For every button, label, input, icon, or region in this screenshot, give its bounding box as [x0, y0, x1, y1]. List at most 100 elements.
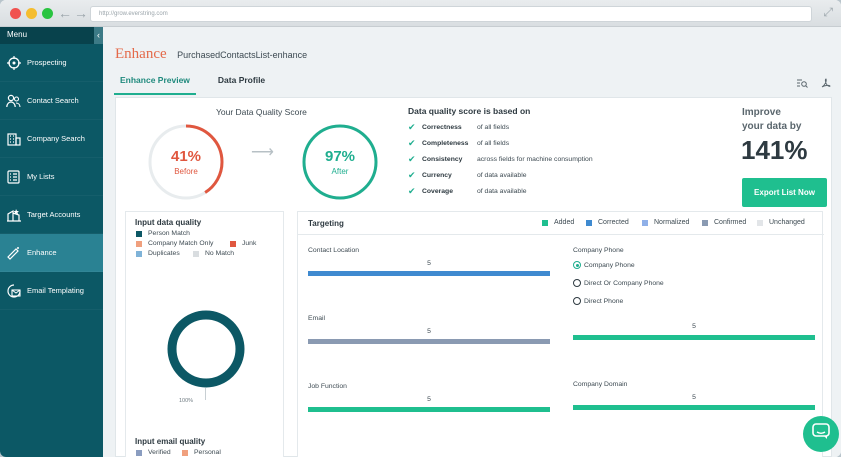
sidebar-item-contact-search[interactable]: Contact Search	[0, 82, 103, 120]
improve-heading: Improve your data by	[742, 106, 801, 134]
sidebar-item-label: Prospecting	[27, 58, 67, 67]
field-company-domain-bar	[573, 405, 815, 410]
legend-confirmed: Confirmed	[702, 219, 746, 226]
sidebar-item-label: Company Search	[27, 134, 85, 143]
legend-no-match: No Match	[193, 250, 234, 257]
sidebar-item-label: Email Templating	[27, 286, 84, 295]
maximize-window-button[interactable]	[42, 8, 53, 19]
chat-button[interactable]	[803, 416, 839, 452]
radio-direct-or-company-phone[interactable]: Direct Or Company Phone	[573, 279, 664, 287]
field-company-phone-label: Company Phone	[573, 247, 624, 254]
field-company-domain-label: Company Domain	[573, 381, 628, 388]
before-score-ring: 41% Before	[146, 122, 226, 202]
sidebar-item-prospecting[interactable]: Prospecting	[0, 44, 103, 82]
input-quality-card: Input data quality Person Match Company …	[125, 211, 284, 457]
fullscreen-icon[interactable]: ⤢	[823, 5, 833, 19]
improve-line-1: Improve	[742, 107, 781, 118]
url-bar[interactable]: http://grow.everstring.com	[90, 6, 812, 22]
legend-junk: Junk	[230, 240, 256, 247]
browser-titlebar: ← → http://grow.everstring.com ⤢	[0, 0, 841, 27]
legend-unchanged: Unchanged	[757, 219, 805, 226]
radio-empty-icon	[573, 279, 581, 287]
basis-row: ✔ Correctness of all fields	[408, 122, 509, 133]
list-icon	[6, 169, 21, 184]
basis-title: Data quality score is based on	[408, 106, 531, 116]
basis-row: ✔ Completeness of all fields	[408, 138, 509, 149]
sidebar-item-label: Contact Search	[27, 96, 79, 105]
before-score-value: 41%	[170, 148, 202, 165]
basis-row: ✔ Currency of data available	[408, 170, 527, 181]
field-contact-location-bar	[308, 271, 550, 276]
after-score-ring: 97% After	[300, 122, 380, 202]
quality-score-title: Your Data Quality Score	[216, 107, 307, 117]
divider	[298, 234, 824, 235]
legend-corrected: Corrected	[586, 219, 629, 226]
basis-term: Correctness	[422, 124, 462, 131]
sidebar-item-label: Enhance	[27, 248, 57, 257]
basis-desc: of all fields	[477, 140, 510, 147]
legend-personal: Personal	[182, 449, 221, 456]
arrow-right-icon: ⟶	[251, 144, 274, 161]
field-company-phone-bar	[573, 335, 815, 340]
before-score-label: Before	[174, 167, 198, 176]
page-header: Enhance PurchasedContactsList-enhance	[103, 27, 841, 70]
radio-empty-icon	[573, 297, 581, 305]
legend-person-match: Person Match	[136, 230, 190, 237]
forward-arrow-icon[interactable]: →	[74, 5, 88, 21]
field-job-function-bar	[308, 407, 550, 412]
collapse-sidebar-button[interactable]: ‹	[94, 27, 103, 44]
tab-enhance-preview[interactable]: Enhance Preview	[114, 75, 196, 95]
sidebar-item-my-lists[interactable]: My Lists	[0, 158, 103, 196]
header-actions	[797, 76, 831, 94]
legend-company-match-only: Company Match Only	[136, 240, 213, 247]
radio-selected-icon	[573, 261, 581, 269]
targeting-title: Targeting	[308, 219, 344, 228]
sidebar: Menu ‹ Prospecting Contact Search Compan…	[0, 27, 103, 457]
input-quality-donut	[167, 310, 245, 388]
tab-data-profile[interactable]: Data Profile	[217, 75, 266, 85]
basis-desc: across fields for machine consumption	[477, 156, 593, 163]
basis-row: ✔ Coverage of data available	[408, 186, 527, 197]
basis-term: Currency	[422, 172, 452, 179]
people-icon	[6, 93, 21, 108]
field-company-phone-value: 5	[692, 323, 696, 330]
after-score-label: After	[331, 167, 349, 176]
basis-row: ✔ Consistency across fields for machine co…	[408, 154, 593, 165]
basis-term: Completeness	[422, 140, 469, 147]
sidebar-item-target-accounts[interactable]: Target Accounts	[0, 196, 103, 234]
field-contact-location-label: Contact Location	[308, 247, 360, 254]
donut-percent-label: 100%	[179, 398, 194, 404]
basis-term: Consistency	[422, 156, 463, 163]
check-icon: ✔	[408, 170, 416, 180]
check-icon: ✔	[408, 154, 416, 164]
legend-duplicates: Duplicates	[136, 250, 180, 257]
legend-verified: Verified	[136, 449, 171, 456]
input-email-quality-title: Input email quality	[135, 437, 206, 446]
radio-direct-phone[interactable]: Direct Phone	[573, 297, 623, 305]
sidebar-item-label: Target Accounts	[27, 210, 81, 219]
after-score-value: 97%	[324, 148, 356, 165]
improvement-percent: 141%	[741, 135, 808, 165]
donut-leader-line	[205, 388, 206, 400]
page-title: Enhance	[115, 46, 167, 62]
basis-desc: of all fields	[477, 124, 510, 131]
basis-desc: of data available	[477, 188, 527, 195]
menu-header: Menu ‹	[0, 27, 103, 44]
list-name: PurchasedContactsList-enhance	[177, 50, 308, 60]
main-content: Enhance PurchasedContactsList-enhance En…	[103, 27, 841, 457]
minimize-window-button[interactable]	[26, 8, 37, 19]
back-arrow-icon[interactable]: ←	[58, 5, 72, 21]
radio-company-phone[interactable]: Company Phone	[573, 261, 635, 269]
check-icon: ✔	[408, 138, 416, 148]
sidebar-item-email-templating[interactable]: Email Templating	[0, 272, 103, 310]
sidebar-item-enhance[interactable]: Enhance	[0, 234, 103, 272]
sidebar-item-company-search[interactable]: Company Search	[0, 120, 103, 158]
sidebar-item-label: My Lists	[27, 172, 55, 181]
enhance-preview-panel: Your Data Quality Score 41% Before ⟶ 97%…	[115, 97, 832, 457]
check-icon: ✔	[408, 186, 416, 196]
pdf-icon[interactable]	[820, 76, 831, 94]
search-list-icon[interactable]	[797, 76, 808, 94]
close-window-button[interactable]	[10, 8, 21, 19]
export-list-button[interactable]: Export List Now	[742, 178, 827, 207]
